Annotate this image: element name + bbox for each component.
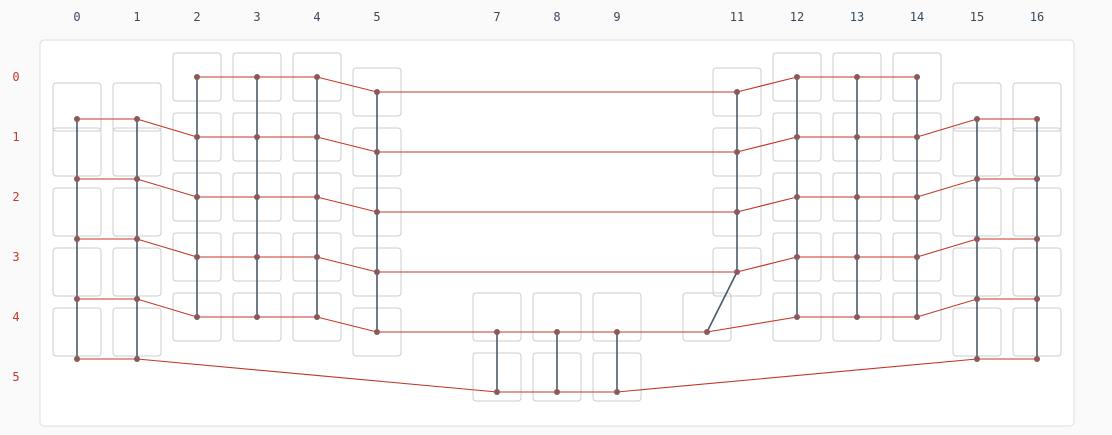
switch-node <box>794 254 800 260</box>
column-label: 15 <box>970 10 984 24</box>
row-label: 3 <box>12 250 19 264</box>
switch-node <box>734 269 740 275</box>
switch-node <box>194 134 200 140</box>
switch-node <box>854 74 860 80</box>
column-label: 3 <box>253 10 260 24</box>
switch-node <box>74 236 80 242</box>
switch-node <box>914 134 920 140</box>
switch-node <box>254 74 260 80</box>
column-label: 5 <box>373 10 380 24</box>
switch-node <box>914 194 920 200</box>
switch-node <box>1034 176 1040 182</box>
switch-node <box>854 314 860 320</box>
switch-node <box>614 389 620 395</box>
switch-node <box>374 269 380 275</box>
switch-node <box>374 329 380 335</box>
switch-node <box>194 194 200 200</box>
switch-node <box>74 176 80 182</box>
switch-node <box>914 254 920 260</box>
column-label: 13 <box>850 10 864 24</box>
key-outline <box>682 292 732 342</box>
row-labels: 0 1 2 3 4 5 <box>12 70 19 384</box>
row-label: 2 <box>12 190 19 204</box>
switch-node <box>614 329 620 335</box>
switch-node <box>314 254 320 260</box>
switch-node <box>854 194 860 200</box>
row-label: 5 <box>12 370 19 384</box>
switch-node <box>374 209 380 215</box>
switch-node <box>914 314 920 320</box>
column-label: 1 <box>133 10 140 24</box>
switch-node <box>254 194 260 200</box>
switch-node <box>734 209 740 215</box>
column-labels: 0 1 2 3 4 5 7 8 9 11 12 13 14 15 16 <box>73 10 1044 24</box>
switch-node <box>254 254 260 260</box>
row-wire <box>77 178 1037 213</box>
switch-node <box>794 74 800 80</box>
switch-node <box>314 134 320 140</box>
switch-node <box>74 296 80 302</box>
switch-node <box>314 314 320 320</box>
column-label: 8 <box>553 10 560 24</box>
switch-node <box>974 236 980 242</box>
switch-node <box>974 296 980 302</box>
switch-node <box>134 116 140 122</box>
switch-node <box>314 194 320 200</box>
switch-node <box>794 314 800 320</box>
column-label: 4 <box>313 10 320 24</box>
switch-node <box>854 134 860 140</box>
switch-node <box>494 329 500 335</box>
switch-node <box>134 356 140 362</box>
switch-node <box>1034 296 1040 302</box>
switch-node <box>74 116 80 122</box>
switch-node <box>974 176 980 182</box>
switch-node <box>734 149 740 155</box>
switch-node <box>134 296 140 302</box>
column-label: 7 <box>493 10 500 24</box>
switch-node <box>914 74 920 80</box>
switch-node <box>554 389 560 395</box>
switch-node <box>854 254 860 260</box>
switch-node <box>254 134 260 140</box>
row-label: 4 <box>12 310 19 324</box>
switch-node <box>134 236 140 242</box>
switch-node <box>194 314 200 320</box>
column-label: 16 <box>1030 10 1044 24</box>
switch-node <box>554 329 560 335</box>
switch-node <box>794 134 800 140</box>
switch-node <box>974 356 980 362</box>
column-label: 11 <box>730 10 744 24</box>
switch-node <box>134 176 140 182</box>
switch-node <box>704 329 710 335</box>
switch-node <box>74 356 80 362</box>
row-label: 0 <box>12 70 19 84</box>
switch-node <box>194 254 200 260</box>
switch-nodes <box>74 74 1040 395</box>
switch-node <box>974 116 980 122</box>
switch-node <box>374 149 380 155</box>
column-label: 12 <box>790 10 804 24</box>
switch-node <box>734 89 740 95</box>
switch-node <box>1034 356 1040 362</box>
switch-node <box>194 74 200 80</box>
column-label: 9 <box>613 10 620 24</box>
switch-node <box>254 314 260 320</box>
column-label: 2 <box>193 10 200 24</box>
row-wire <box>77 118 1037 153</box>
switch-node <box>314 74 320 80</box>
row-wire <box>77 238 1037 273</box>
switch-node <box>794 194 800 200</box>
column-label: 0 <box>73 10 80 24</box>
switch-node <box>374 89 380 95</box>
row-wire <box>197 76 917 93</box>
switch-node <box>494 389 500 395</box>
column-label: 14 <box>910 10 924 24</box>
switch-node <box>1034 236 1040 242</box>
row-label: 1 <box>12 130 19 144</box>
switch-node <box>1034 116 1040 122</box>
